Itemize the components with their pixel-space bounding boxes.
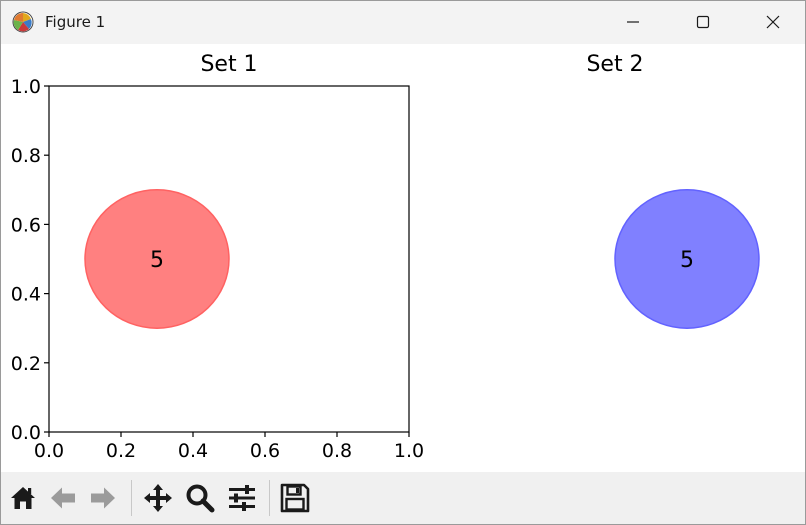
figure-canvas[interactable]: Set 1 5 0.0 0.2 0.4 0.6 0.8 1.0 0.0 0.2 0.4 0.6 0… bbox=[1, 44, 805, 472]
x-tick-label: 0.4 bbox=[178, 440, 208, 462]
y-tick-label: 0.4 bbox=[11, 284, 41, 306]
y-tick-label: 1.0 bbox=[11, 76, 41, 98]
axes-frame bbox=[48, 85, 410, 433]
home-icon bbox=[11, 487, 35, 509]
x-tick-label: 0.2 bbox=[106, 440, 136, 462]
save-button[interactable] bbox=[279, 482, 311, 514]
toolbar-separator bbox=[131, 480, 132, 516]
y-axis-ticks: 0.0 0.2 0.4 0.6 0.8 1.0 bbox=[11, 76, 49, 444]
x-tick-label: 1.0 bbox=[394, 440, 424, 462]
pan-button[interactable] bbox=[142, 482, 174, 514]
x-tick-label: 0.0 bbox=[34, 440, 64, 462]
maximize-button[interactable] bbox=[668, 1, 738, 44]
close-icon bbox=[766, 15, 780, 29]
subplot-title: Set 1 bbox=[200, 52, 257, 77]
title-bar[interactable]: Figure 1 bbox=[1, 1, 805, 44]
window-title: Figure 1 bbox=[45, 13, 106, 31]
close-button[interactable] bbox=[738, 1, 805, 44]
forward-arrow-icon bbox=[91, 487, 115, 509]
x-axis-ticks: 0.0 0.2 0.4 0.6 0.8 1.0 bbox=[34, 432, 424, 462]
circle-marker bbox=[614, 189, 760, 329]
maximize-icon bbox=[696, 15, 710, 29]
minimize-icon bbox=[627, 21, 639, 23]
configure-subplots-button[interactable] bbox=[226, 482, 258, 514]
subplot-title: Set 2 bbox=[586, 52, 643, 77]
configure-subplots-icon bbox=[229, 485, 255, 511]
save-floppy-icon bbox=[280, 483, 310, 513]
y-tick-label: 0.0 bbox=[11, 422, 41, 444]
subplot-1-marks: 5 bbox=[84, 189, 230, 329]
plot-area[interactable]: Set 1 5 0.0 0.2 0.4 0.6 0.8 1.0 0.00.20.40.60… bbox=[1, 44, 805, 472]
zoom-button[interactable] bbox=[184, 482, 216, 514]
subplot-set-2[interactable]: Set 2 5 bbox=[586, 52, 760, 329]
back-arrow-icon bbox=[51, 487, 75, 509]
x-tick-label: 0.6 bbox=[250, 440, 280, 462]
forward-button[interactable] bbox=[87, 482, 119, 514]
zoom-magnifier-icon bbox=[186, 484, 215, 513]
home-button[interactable] bbox=[7, 482, 39, 514]
minimize-button[interactable] bbox=[598, 1, 668, 44]
navigation-toolbar bbox=[1, 472, 805, 524]
subplot-2-marks: 5 bbox=[614, 189, 760, 329]
circle-marker bbox=[84, 189, 230, 329]
y-tick-label: 0.8 bbox=[11, 145, 41, 167]
x-tick-label: 0.8 bbox=[322, 440, 352, 462]
y-tick-label: 0.2 bbox=[11, 353, 41, 375]
back-button[interactable] bbox=[47, 482, 79, 514]
circle-label: 5 bbox=[150, 248, 164, 273]
toolbar-separator bbox=[269, 480, 270, 516]
circle-label: 5 bbox=[680, 248, 694, 273]
pan-move-icon bbox=[144, 484, 172, 512]
y-tick-label: 0.6 bbox=[11, 214, 41, 236]
subplot-set-1[interactable]: Set 1 5 0.0 0.2 0.4 0.6 0.8 1.0 0.00.20.40.60… bbox=[11, 52, 424, 462]
matplotlib-logo-icon bbox=[12, 11, 34, 33]
